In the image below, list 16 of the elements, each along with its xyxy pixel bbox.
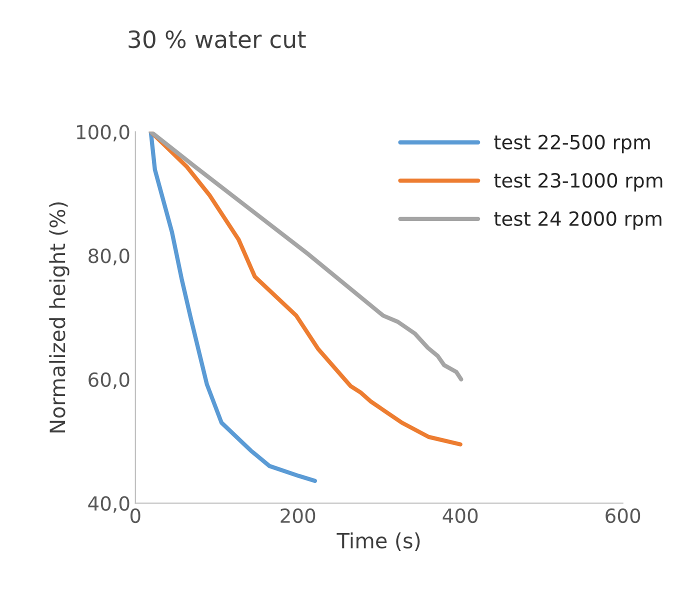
x-tick-label: 600	[606, 508, 640, 524]
legend-label: test 22-500 rpm	[494, 134, 650, 154]
y-tick-label: 60,0	[88, 372, 130, 390]
legend-label: test 24 2000 rpm	[494, 211, 662, 230]
x-axis-title: Time (s)	[336, 532, 420, 551]
line-series	[148, 132, 318, 483]
y-tick-label: 100,0	[77, 124, 130, 142]
line-series	[148, 132, 464, 382]
y-axis-title: Normalized height (%)	[49, 202, 70, 432]
x-tick-label: 0	[130, 508, 140, 524]
x-tick-label: 200	[280, 508, 316, 524]
chart-title: 30 % water cut	[128, 30, 306, 48]
legend-label: test 23-1000 rpm	[494, 173, 662, 192]
y-tick-label: 40,0	[88, 496, 130, 513]
x-tick-label: 400	[442, 508, 478, 524]
y-tick-label: 80,0	[88, 248, 130, 266]
